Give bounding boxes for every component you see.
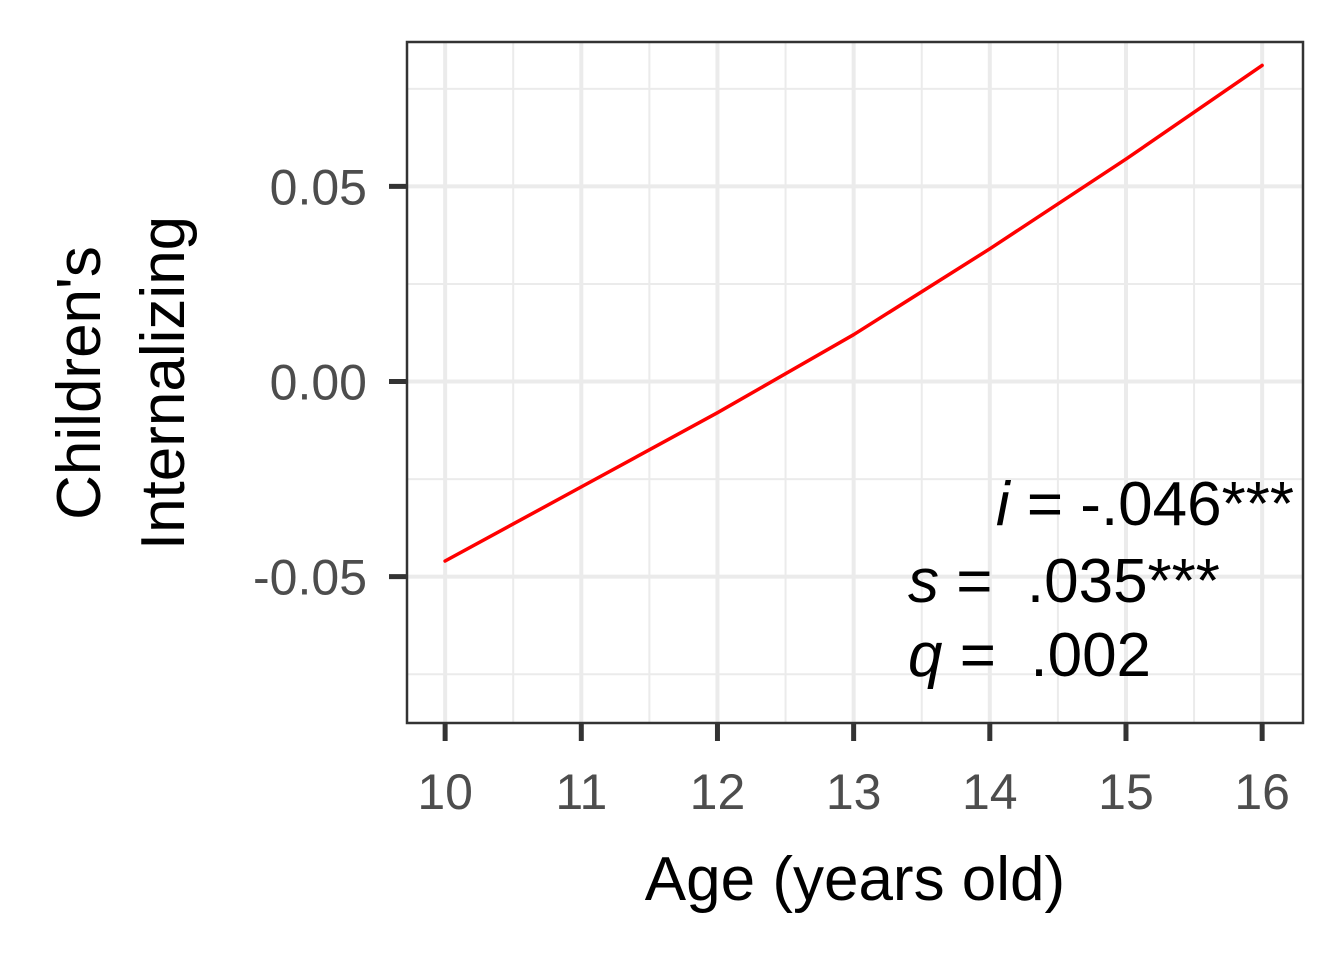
x-tick-label: 16 (1234, 764, 1290, 820)
x-tick-label: 13 (826, 764, 882, 820)
annotation-block: i = -.046*** s = .035*** q = .002 (908, 470, 1294, 690)
y-axis-title: Children's Internalizing (45, 216, 198, 550)
x-axis: 10 11 12 13 14 15 16 (417, 723, 1290, 820)
series-line-0 (443, 63, 1264, 563)
series-layer (443, 63, 1264, 563)
y-axis: -0.05 0.00 0.05 (253, 159, 407, 606)
major-gridlines (407, 42, 1303, 723)
annotation-intercept: i = -.046*** (996, 470, 1294, 539)
x-tick-label: 14 (962, 764, 1018, 820)
annotation-quadratic: q = .002 (908, 621, 1151, 690)
y-tick-label: 0.00 (270, 355, 367, 411)
y-tick-label: 0.05 (270, 159, 367, 215)
y-tick-label: -0.05 (253, 550, 367, 606)
x-tick-label: 10 (417, 764, 473, 820)
y-axis-title-line-2: Internalizing (129, 216, 198, 550)
y-axis-title-line-1: Children's (45, 246, 114, 520)
x-tick-label: 15 (1098, 764, 1154, 820)
x-axis-title: Age (years old) (645, 845, 1065, 914)
x-tick-label: 12 (690, 764, 746, 820)
x-tick-label: 11 (555, 764, 607, 820)
annotation-slope: s = .035*** (908, 547, 1220, 616)
